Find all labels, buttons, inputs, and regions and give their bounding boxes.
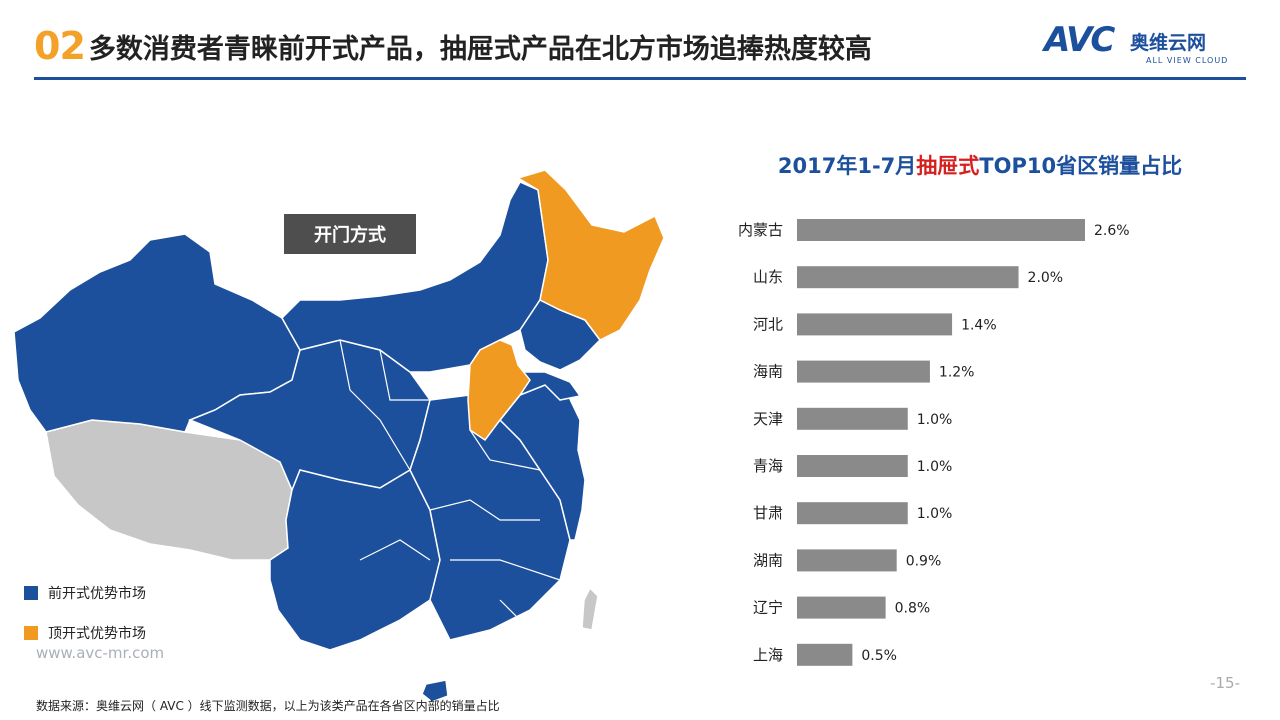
avc-logo: AVC 奥维云网 ALL VIEW CLOUD (1044, 20, 1244, 70)
province-borders (339, 339, 561, 621)
map-badge: 开门方式 (284, 214, 416, 254)
data-label: 0.9% (906, 553, 942, 569)
map-legend: 前开式优势市场 顶开式优势市场 (24, 582, 146, 662)
bar (797, 266, 1019, 289)
category-label: 湖南 (753, 551, 783, 569)
category-label: 内蒙古 (738, 221, 783, 239)
chart-title: 2017年1-7月抽屉式TOP10省区销量占比 (720, 150, 1240, 180)
bar (797, 360, 930, 383)
data-label: 1.4% (961, 317, 997, 333)
data-label: 1.0% (917, 412, 953, 428)
data-label: 1.2% (939, 365, 975, 381)
data-label: 2.0% (1028, 270, 1064, 286)
map-region-hebei (467, 339, 531, 442)
data-label: 2.6% (1094, 223, 1130, 239)
bar (797, 502, 908, 525)
map-region-taiwan (581, 586, 599, 631)
section-number: 02 (34, 24, 86, 68)
logo-name-cn: 奥维云网 (1130, 32, 1207, 54)
legend-label-front: 前开式优势市场 (48, 586, 146, 602)
map-region-northeast (516, 169, 665, 341)
bar (797, 596, 886, 619)
legend-swatch-front (24, 586, 38, 600)
bar (797, 313, 953, 336)
legend-label-top: 顶开式优势市场 (48, 626, 146, 642)
legend-item-front: 前开式优势市场 (24, 582, 146, 604)
china-map (13, 169, 665, 703)
map-region-hainan (421, 679, 449, 703)
footer-source: 数据来源：奥维云网（ AVC ）线下监测数据，以上为该类产品在各省区内部的销量占… (36, 699, 500, 713)
category-label: 辽宁 (753, 599, 783, 617)
footer-url: www.avc-mr.com (36, 644, 165, 662)
category-label: 山东 (753, 268, 783, 286)
bar-chart: 内蒙古 2.6% 山东 2.0% 河北 1.4% 海南 1.2% 天津 1.0% 青海 1.0% 甘肃 1… (738, 219, 1130, 666)
data-label: 0.8% (895, 601, 931, 617)
bar (797, 407, 908, 430)
header-divider (34, 77, 1246, 80)
page-header: 02 多数消费者青睐前开式产品，抽屉式产品在北方市场追捧热度较高 (34, 22, 872, 70)
chart-title-highlight: 抽屉式 (916, 154, 980, 178)
bar (797, 219, 1085, 241)
category-label: 天津 (753, 410, 783, 428)
category-label: 甘肃 (753, 504, 783, 522)
logo-name-en: ALL VIEW CLOUD (1146, 56, 1229, 65)
chart-title-suffix: TOP10省区销量占比 (979, 154, 1183, 178)
bar (797, 455, 908, 477)
data-label: 1.0% (917, 506, 953, 522)
legend-item-top: 顶开式优势市场 (24, 622, 146, 644)
page-title: 多数消费者青睐前开式产品，抽屉式产品在北方市场追捧热度较高 (88, 33, 872, 65)
logo-mark: AVC (1044, 20, 1115, 60)
category-label: 海南 (753, 363, 783, 381)
category-label: 上海 (753, 646, 783, 664)
category-label: 河北 (753, 315, 783, 333)
bar (797, 549, 897, 572)
bar (797, 643, 853, 666)
data-label: 1.0% (917, 459, 953, 475)
legend-swatch-top (24, 626, 38, 640)
data-label: 0.5% (861, 648, 897, 664)
chart-title-prefix: 2017年1-7月 (777, 154, 917, 178)
map-region-southwest (269, 468, 441, 651)
category-label: 青海 (753, 457, 783, 475)
page-number: -15- (1210, 674, 1240, 692)
